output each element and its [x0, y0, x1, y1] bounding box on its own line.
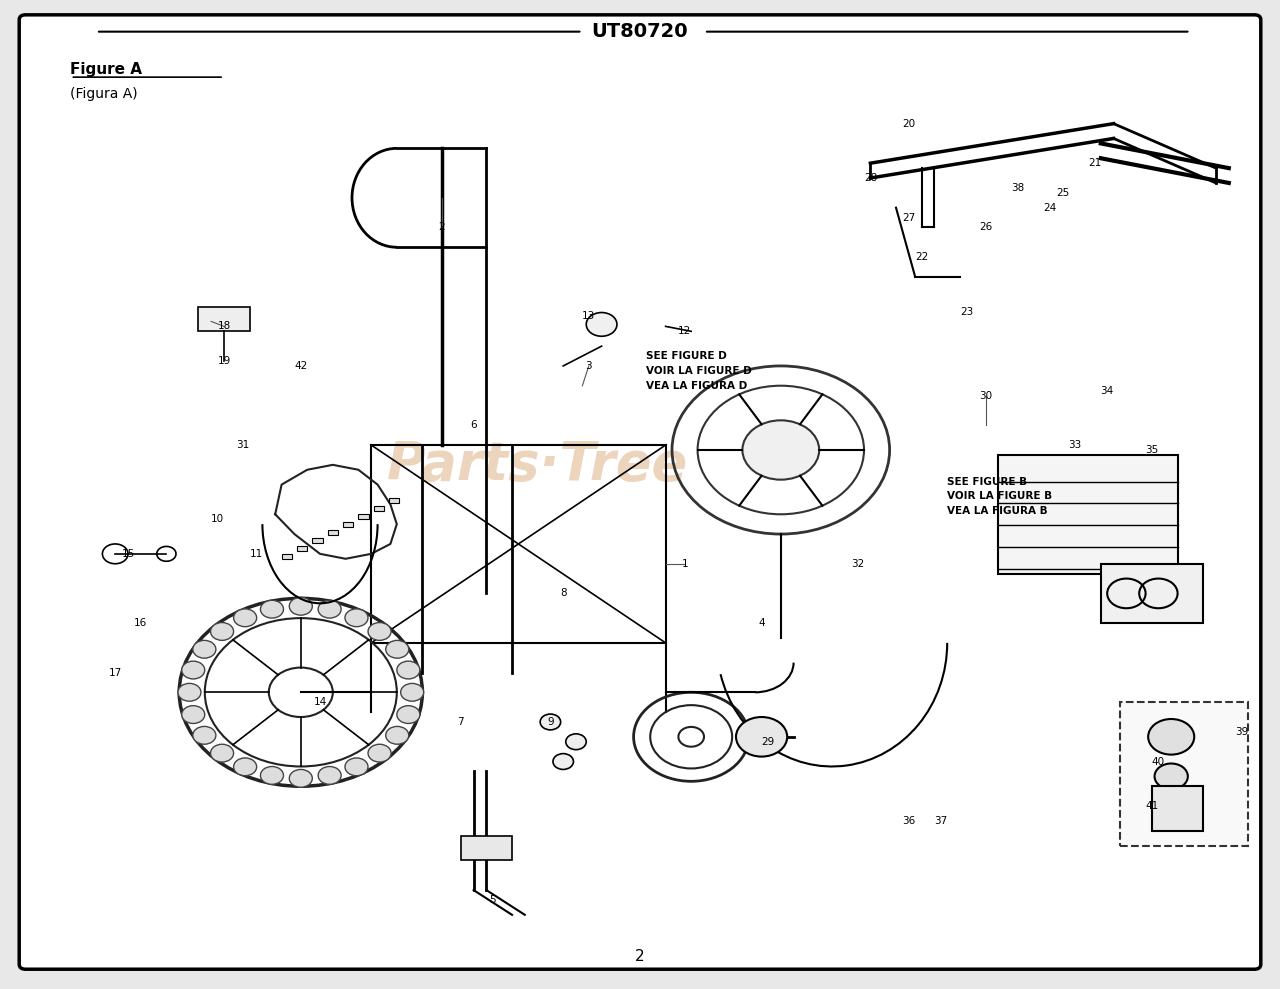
FancyBboxPatch shape [19, 15, 1261, 969]
Text: 40: 40 [1152, 757, 1165, 766]
Text: 39: 39 [1235, 727, 1248, 737]
Text: 5: 5 [489, 895, 497, 905]
Circle shape [182, 706, 205, 724]
Circle shape [742, 420, 819, 480]
Circle shape [586, 313, 617, 336]
Circle shape [553, 754, 573, 769]
Text: 19: 19 [218, 356, 230, 366]
Text: 24: 24 [1043, 203, 1056, 213]
Text: Parts·Tree: Parts·Tree [387, 439, 689, 491]
Text: 17: 17 [109, 668, 122, 677]
Circle shape [1148, 719, 1194, 755]
Text: 26: 26 [979, 223, 992, 232]
Bar [1120, 702, 1248, 846]
Text: 8: 8 [559, 588, 567, 598]
Circle shape [182, 661, 205, 678]
Text: Figure A: Figure A [70, 61, 142, 77]
Circle shape [1155, 764, 1188, 789]
Text: 36: 36 [902, 816, 915, 826]
Text: 13: 13 [582, 312, 595, 321]
Text: 22: 22 [915, 252, 928, 262]
Circle shape [289, 769, 312, 787]
Circle shape [193, 726, 216, 744]
Text: 20: 20 [902, 119, 915, 129]
Bar [389, 498, 399, 503]
Bar [343, 522, 353, 527]
Text: 16: 16 [134, 618, 147, 628]
Text: (Figura A): (Figura A) [70, 87, 138, 101]
Circle shape [260, 766, 283, 784]
Text: 34: 34 [1101, 386, 1114, 396]
Text: 41: 41 [1146, 801, 1158, 811]
Text: 12: 12 [678, 326, 691, 336]
Bar [198, 307, 250, 331]
Text: 35: 35 [1146, 445, 1158, 455]
Circle shape [260, 600, 283, 618]
Circle shape [346, 758, 369, 775]
Circle shape [210, 745, 233, 763]
Bar [461, 836, 512, 860]
Circle shape [346, 609, 369, 627]
Circle shape [385, 726, 408, 745]
Text: 23: 23 [960, 307, 973, 316]
Text: SEE FIGURE D
VOIR LA FIGURE D
VEA LA FIGURA D: SEE FIGURE D VOIR LA FIGURE D VEA LA FIG… [646, 351, 753, 391]
Circle shape [178, 683, 201, 701]
Bar [1101, 564, 1203, 623]
Circle shape [369, 745, 392, 763]
Text: 29: 29 [762, 737, 774, 747]
Text: 21: 21 [1088, 158, 1101, 168]
Text: 18: 18 [218, 321, 230, 331]
Circle shape [369, 622, 392, 640]
Text: 28: 28 [864, 173, 877, 183]
Circle shape [566, 734, 586, 750]
Text: 37: 37 [934, 816, 947, 826]
Text: UT80720: UT80720 [591, 22, 689, 42]
Bar [374, 506, 384, 511]
Circle shape [736, 717, 787, 757]
Circle shape [319, 766, 342, 784]
Text: 2: 2 [438, 223, 445, 232]
Circle shape [397, 706, 420, 724]
Text: SEE FIGURE B
VOIR LA FIGURE B
VEA LA FIGURA B: SEE FIGURE B VOIR LA FIGURE B VEA LA FIG… [947, 477, 1052, 516]
Text: 38: 38 [1011, 183, 1024, 193]
Text: 30: 30 [979, 391, 992, 401]
Circle shape [397, 661, 420, 678]
Bar [312, 538, 323, 543]
Circle shape [233, 758, 256, 775]
Text: 2: 2 [635, 948, 645, 964]
Circle shape [193, 641, 216, 659]
Text: 31: 31 [237, 440, 250, 450]
Bar [358, 514, 369, 519]
Circle shape [210, 622, 233, 640]
Text: 9: 9 [547, 717, 554, 727]
Circle shape [385, 641, 408, 659]
Circle shape [319, 600, 342, 618]
Circle shape [233, 609, 256, 627]
Text: 15: 15 [122, 549, 134, 559]
Text: 3: 3 [585, 361, 593, 371]
Bar [282, 554, 292, 559]
Text: 7: 7 [457, 717, 465, 727]
Text: 4: 4 [758, 618, 765, 628]
Text: 42: 42 [294, 361, 307, 371]
Text: 11: 11 [250, 549, 262, 559]
Circle shape [540, 714, 561, 730]
Text: 32: 32 [851, 559, 864, 569]
Text: 14: 14 [314, 697, 326, 707]
Text: 1: 1 [681, 559, 689, 569]
Bar [1152, 786, 1203, 831]
Circle shape [401, 683, 424, 701]
Circle shape [289, 597, 312, 615]
Text: 10: 10 [211, 514, 224, 524]
Text: 6: 6 [470, 420, 477, 430]
Bar [328, 530, 338, 535]
Bar [998, 455, 1178, 574]
Text: 25: 25 [1056, 188, 1069, 198]
Text: 33: 33 [1069, 440, 1082, 450]
Text: 27: 27 [902, 213, 915, 223]
Bar [297, 546, 307, 551]
